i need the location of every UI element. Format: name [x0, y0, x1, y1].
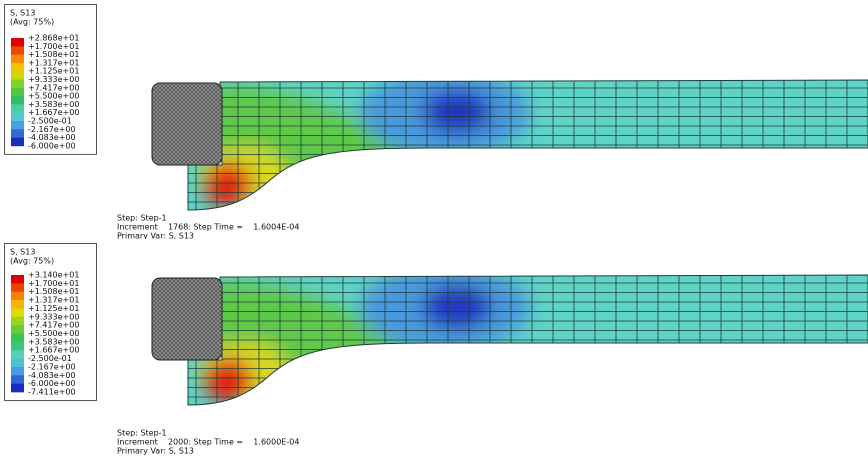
legend-swatch	[11, 375, 24, 384]
legend-swatch	[11, 384, 24, 393]
model-view	[152, 62, 868, 229]
legend-title: S, S13	[10, 9, 35, 18]
legend-title: S, S13	[10, 248, 35, 257]
legend-swatch	[11, 292, 24, 301]
legend-label: -6.000e+00	[28, 141, 76, 150]
legend-swatch	[11, 46, 24, 55]
step-info: Increment 1768: Step Time = 1.6004E-04	[117, 223, 299, 232]
step-info: Increment 2000: Step Time = 1.6000E-04	[117, 438, 299, 447]
legend-swatch	[11, 317, 24, 326]
legend-swatch	[11, 129, 24, 138]
legend-swatch	[11, 88, 24, 97]
overlap	[110, 239, 310, 243]
legend-swatch	[11, 63, 24, 72]
contour	[423, 90, 491, 134]
step-info: Primary Var: S, S13	[117, 447, 194, 456]
legend-swatch	[11, 121, 24, 130]
legend-subtitle: (Avg: 75%)	[10, 18, 54, 27]
roller	[152, 278, 222, 360]
strip	[172, 62, 868, 229]
legend-swatch	[11, 342, 24, 351]
legend-swatch	[11, 334, 24, 343]
strip	[172, 257, 868, 424]
legend-swatch	[11, 300, 24, 309]
legend-swatch	[11, 359, 24, 368]
legend-swatch	[11, 283, 24, 292]
panel: S, S13(Avg: 75%)+2.868e+01+1.700e+01+1.5…	[5, 5, 868, 241]
legend-swatch	[11, 38, 24, 47]
model-view	[152, 257, 868, 424]
legend-swatch	[11, 367, 24, 376]
step-info: Step: Step-1	[117, 214, 167, 223]
legend-swatch	[11, 71, 24, 80]
roller	[152, 83, 222, 165]
legend-swatch	[11, 80, 24, 89]
contour	[204, 358, 252, 402]
legend-swatch	[11, 325, 24, 334]
legend-swatch	[11, 113, 24, 122]
legend-subtitle: (Avg: 75%)	[10, 257, 54, 266]
panel: S, S13(Avg: 75%)+3.140e+01+1.700e+01+1.5…	[5, 244, 868, 456]
contour	[423, 285, 491, 329]
legend-label: -7.411e+00	[28, 388, 76, 397]
legend-swatch	[11, 138, 24, 147]
legend-swatch	[11, 308, 24, 317]
legend-swatch	[11, 96, 24, 105]
step-info: Step: Step-1	[117, 429, 167, 438]
legend-swatch	[11, 55, 24, 64]
screenshot: S, S13(Avg: 75%)+2.868e+01+1.700e+01+1.5…	[0, 0, 868, 459]
legend-swatch	[11, 275, 24, 284]
legend-swatch	[11, 350, 24, 359]
contour	[204, 163, 252, 207]
legend-swatch	[11, 104, 24, 113]
